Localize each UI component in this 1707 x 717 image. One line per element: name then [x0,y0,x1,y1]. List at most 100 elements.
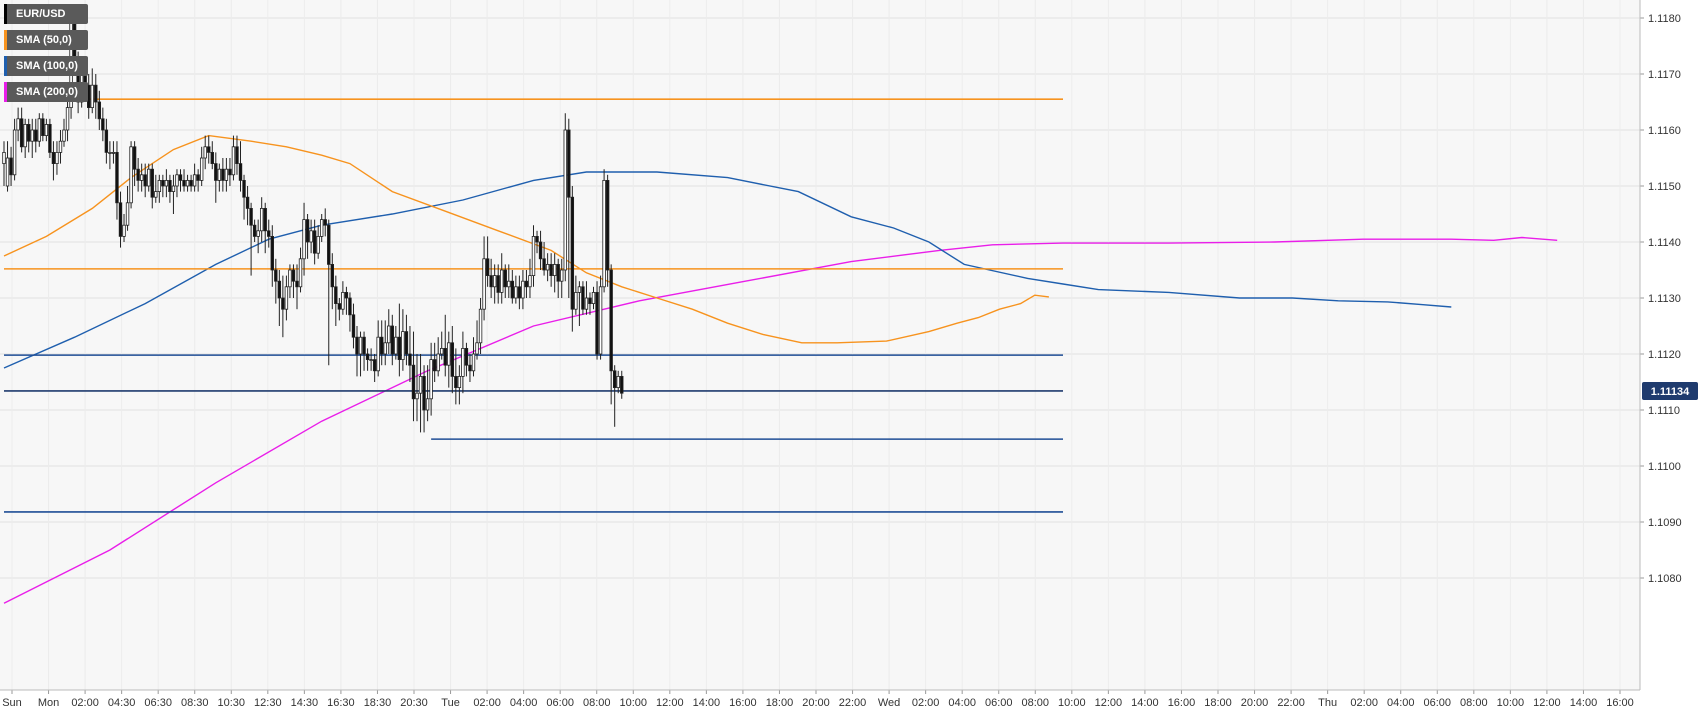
x-tick-label: 12:00 [1095,697,1123,709]
candle-body [390,325,394,355]
legend: EUR/USD SMA (50,0) SMA (100,0) SMA (200,… [4,4,88,108]
candle-body [16,118,20,131]
y-tick-label: 1.1090 [1648,517,1682,529]
candle [295,264,299,310]
candle [432,342,437,382]
candle [284,275,289,321]
candle [605,174,610,287]
candle [305,214,310,259]
candle [182,169,186,192]
candle-body [235,146,239,165]
x-tick-label: Mon [38,697,59,709]
legend-item-eurusd[interactable]: EUR/USD [4,4,88,24]
candle [252,219,257,242]
candle [136,158,140,192]
x-tick-label: 06:30 [144,697,172,709]
legend-label: SMA (50,0) [16,34,72,46]
y-tick-label: 1.1170 [1648,69,1681,81]
candle-body [259,207,264,232]
candle-body [436,353,440,372]
candle [577,281,582,326]
candle-body [189,179,193,187]
candle [531,225,536,287]
legend-swatch [4,30,7,50]
candle-body [372,359,377,372]
candle [298,247,303,293]
candle-body [51,151,56,164]
candle-body [44,124,49,137]
x-tick-label: 18:30 [364,697,392,709]
legend-item-sma100[interactable]: SMA (100,0) [4,56,88,76]
candle [387,309,391,354]
candle-body [196,174,200,181]
candle [281,275,285,338]
candle-body [90,84,94,108]
candle-body [591,291,596,304]
candle [327,219,331,366]
candle-body [97,101,102,120]
candle [30,118,34,158]
legend-item-sma50[interactable]: SMA (50,0) [4,30,88,50]
candle-body [101,118,105,131]
candle-body [440,347,444,355]
candle [514,275,518,304]
candle-body [344,291,349,299]
candle-body [263,207,267,232]
candle-body [567,129,571,198]
candle [48,118,52,158]
candle-body [355,336,359,355]
legend-label: SMA (200,0) [16,86,78,98]
candle-body [507,280,511,288]
x-tick-label: 18:00 [1204,697,1232,709]
x-tick-label: 08:30 [181,697,209,709]
candle [334,275,338,326]
x-tick-label: 02:00 [912,697,940,709]
candle-body [164,179,169,187]
candle [468,354,472,382]
candle [581,281,585,315]
candle-body [154,191,158,198]
candle [524,270,529,298]
candle [372,354,377,382]
x-tick-label: Tue [441,697,460,709]
candle-body [323,219,327,226]
candle [161,174,165,198]
candle [185,174,190,192]
candle-body [161,179,165,187]
candle [538,230,543,270]
legend-item-sma200[interactable]: SMA (200,0) [4,82,88,102]
candle [351,303,356,349]
candle [115,141,119,220]
candle-body [447,342,451,366]
candle-body [150,168,154,198]
candle-body [12,129,17,176]
x-tick-label: 16:00 [1606,697,1634,709]
candle-body [365,353,370,360]
candle [595,281,599,360]
candle-body [475,342,479,355]
x-tick-label: 08:00 [1460,697,1488,709]
candle-body [620,375,624,394]
candle-body [425,398,430,411]
candle [154,174,158,203]
candle-body [132,146,137,170]
candle [62,118,66,147]
candle [401,309,405,371]
candle-body [549,263,553,276]
candle [443,314,447,377]
candle-body [404,331,409,355]
candle [500,253,504,304]
candle-body [199,157,204,181]
candle [196,169,200,192]
candle [259,197,264,242]
candle [302,202,306,276]
candle-body [27,124,31,142]
candle-body [122,224,126,237]
candle [249,202,253,276]
candle-body [136,168,140,181]
candle [429,342,433,416]
candle-body [5,157,10,187]
candle [19,107,24,153]
candle [101,107,105,142]
